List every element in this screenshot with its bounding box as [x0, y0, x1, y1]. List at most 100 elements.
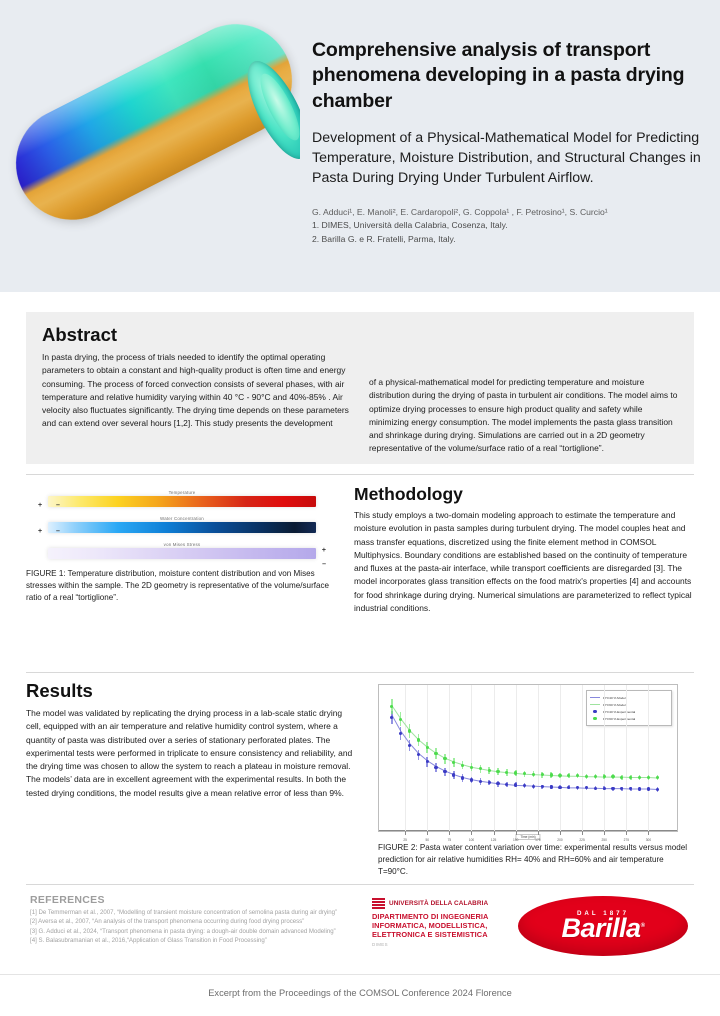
colorbar-water-label: Water Concentration [160, 516, 204, 521]
chart-data-point [620, 787, 624, 791]
chart-x-tick-label: 275 [623, 838, 629, 842]
chart-data-point [584, 774, 589, 778]
chart-data-point [434, 765, 438, 769]
barilla-wordmark-text: Barilla [561, 913, 642, 943]
chart-gridline [604, 685, 606, 831]
chart-data-point [416, 753, 420, 757]
chart-data-point [593, 786, 597, 790]
chart-data-point [655, 787, 659, 792]
chart-gridline [648, 685, 650, 831]
unical-department-label: DIPARTIMENTO DI INGEGNERIA INFORMATICA, … [372, 912, 489, 940]
barilla-logo: DAL 1877 Barilla® [518, 896, 688, 956]
chart-data-point [646, 787, 651, 791]
chart-data-point [540, 784, 544, 789]
legend-label-2: RH=40 % Experimental [603, 709, 636, 714]
colorbar-water-plus: + [38, 528, 43, 535]
chart-x-tick [493, 831, 495, 835]
chart-x-tick-label: 100 [468, 838, 475, 842]
colorbar-group: Temperature + – Water Concentration + – … [26, 484, 338, 568]
abstract-column-right: of a physical-mathematical model for pre… [369, 377, 678, 454]
chart-data-point [399, 717, 403, 722]
chart-gridline [515, 685, 517, 831]
chart-data-point [584, 786, 589, 790]
chart-data-point [469, 765, 474, 769]
chart-x-tick [559, 831, 561, 835]
footer-text: Excerpt from the Proceedings of the COMS… [208, 988, 512, 998]
chart-x-tick-label: 300 [645, 838, 652, 842]
colorbar-water-concentration: Water Concentration + – [30, 516, 334, 535]
colorbar-water-minus: – [56, 528, 60, 535]
chart-gridline [471, 685, 473, 831]
colorbar-stress-plus: + [321, 547, 326, 554]
reference-item: [2] Aversa et al., 2007, “An analysis of… [30, 918, 305, 926]
affiliation-1: 1. DIMES, Università della Calabria, Cos… [312, 220, 508, 231]
legend-item-3: RH=60 % Experimental [590, 715, 668, 722]
chart-data-point [478, 767, 482, 771]
chart-x-tick-label: 125 [490, 838, 497, 842]
chart-x-tick [471, 831, 473, 835]
poster-header: Comprehensive analysis of transport phen… [0, 0, 720, 292]
chart-x-tick [626, 831, 628, 835]
chart-model-curves [391, 705, 658, 790]
chart-data-point [611, 787, 615, 791]
chart-x-tick [427, 831, 429, 835]
legend-item-1: RH=60 % Model [590, 701, 668, 708]
chart-data-point [452, 773, 456, 777]
chart-x-tick [648, 831, 650, 835]
chart-data-point [505, 782, 509, 787]
header-text-block: Comprehensive analysis of transport phen… [312, 0, 704, 247]
divider-methodology-results [26, 672, 694, 673]
colorbar-temperature: Temperature + – [30, 490, 334, 509]
chart-x-tick-label: 225 [579, 838, 585, 842]
colorbar-temperature-gradient [48, 496, 316, 507]
chart-x-tick-label: 50 [425, 838, 430, 842]
chart-data-point [496, 769, 500, 773]
chart-x-tick-label: 75 [447, 838, 452, 842]
abstract-heading: Abstract [42, 324, 118, 345]
chart-data-point [558, 785, 562, 789]
chart-data-point [443, 756, 447, 761]
chart-data-point [390, 704, 394, 708]
chart-data-point [549, 785, 553, 789]
chart-gridline [405, 685, 407, 831]
chart-data-point [522, 772, 527, 776]
chart-data-point [576, 786, 580, 790]
author-list: G. Adduci¹, E. Manoli², E. Cardaropoli²,… [312, 206, 608, 217]
references-heading: REFERENCES [30, 894, 105, 906]
references-section: REFERENCES [1] De Temmerman et al., 2007… [30, 894, 360, 945]
divider-abstract-methodology [26, 474, 694, 475]
legend-line-icon [590, 702, 600, 708]
results-heading: Results [26, 680, 93, 701]
colorbar-temperature-label: Temperature [168, 490, 196, 495]
chart-gridline [493, 685, 495, 831]
chart-data-point [452, 760, 456, 764]
chart-gridline [582, 685, 584, 831]
methodology-text: This study employs a two-domain modeling… [354, 510, 692, 613]
abstract-section: Abstract In pasta drying, the process of… [26, 312, 694, 464]
chart-data-point [611, 775, 615, 779]
results-block: Results The model was validated by repli… [26, 680, 356, 870]
chart-x-tick [604, 831, 606, 835]
chart-gridline [626, 685, 628, 831]
legend-label-0: RH=40 % Model [603, 695, 626, 700]
chart-data-point [514, 783, 518, 787]
chart-data-point [629, 775, 633, 779]
chart-data-point [558, 773, 562, 778]
colorbar-water-gradient [48, 522, 316, 533]
chart-x-tick-label: 150 [513, 838, 519, 842]
abstract-column-left: In pasta drying, the process of trials n… [42, 352, 349, 429]
pasta-cylinder-shading [0, 18, 300, 240]
chart-data-point [638, 787, 642, 791]
reference-item: [4] S. Balasubramanian et al., 2016,“App… [30, 936, 267, 944]
chart-data-point [478, 779, 482, 783]
chart-data-point [540, 773, 544, 777]
chart-data-point [496, 782, 500, 786]
chart-x-tick-label: 25 [403, 838, 407, 842]
chart-data-point [593, 774, 597, 778]
chart-data-point [461, 763, 465, 767]
methodology-heading: Methodology [354, 484, 463, 504]
colorbar-von-mises-stress: von Mises Stress + – [30, 542, 334, 568]
chart-data-point [567, 774, 571, 778]
chart-x-tick-label: 175 [535, 838, 541, 842]
chart-data-point [487, 780, 491, 785]
